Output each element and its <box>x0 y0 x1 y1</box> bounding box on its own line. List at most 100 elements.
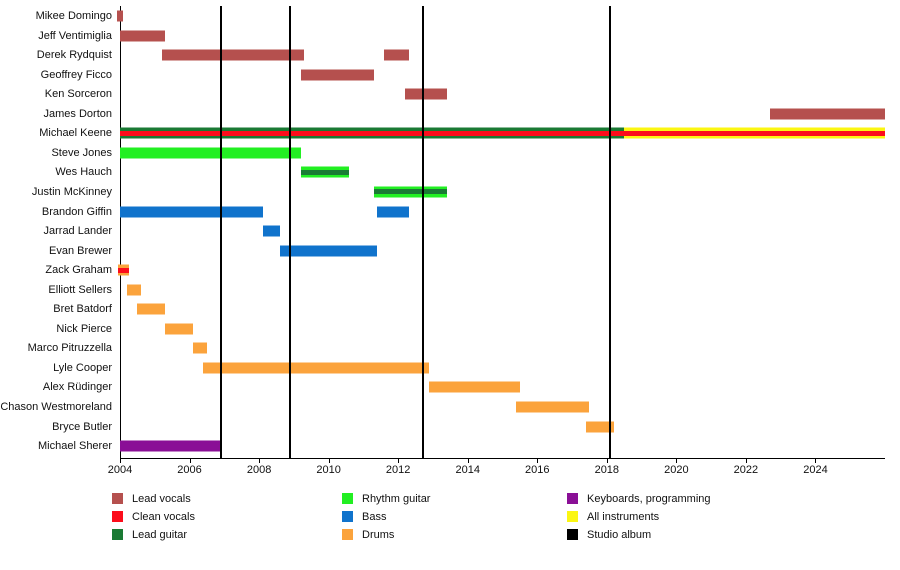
legend-label: Rhythm guitar <box>362 492 431 505</box>
plot-area <box>116 6 885 458</box>
timeline-bar <box>203 362 430 374</box>
y-axis-label-member: Alex Rüdinger <box>42 381 112 394</box>
legend-column: Keyboards, programming All instruments Stu… <box>567 490 711 544</box>
x-axis-tick <box>745 458 747 463</box>
legend-item[interactable]: Lead vocals <box>112 490 195 507</box>
y-axis-member-labels: Mikee Domingo Jeff Ventimiglia Derek Rydqu… <box>0 0 116 460</box>
y-axis-label-member: Marco Pitruzzella <box>27 342 112 355</box>
timeline-bar-overlay <box>373 189 447 195</box>
legend-label: Clean vocals <box>132 510 195 523</box>
x-axis-line <box>120 458 885 459</box>
y-axis-label-member: Michael Sherer <box>38 440 112 453</box>
timeline-bar <box>377 206 409 217</box>
timeline-bar-overlay <box>624 130 885 136</box>
y-axis-label-member: Elliott Sellers <box>48 283 112 296</box>
y-axis-label-member: Zack Graham <box>45 264 112 277</box>
x-axis-tick-label: 2004 <box>107 464 133 476</box>
studio-album-marker-line <box>219 6 222 458</box>
timeline-bar <box>770 108 885 120</box>
legend-label: Lead guitar <box>132 528 188 541</box>
timeline-bar <box>405 88 447 100</box>
timeline-bar-overlay <box>120 130 625 136</box>
timeline-bar <box>373 186 447 198</box>
legend-label: All instruments <box>587 510 660 523</box>
y-axis-label-member: Bret Batdorf <box>53 303 112 316</box>
legend-swatch-icon <box>342 493 353 504</box>
timeline-bar <box>120 127 625 139</box>
legend-label: Keyboards, programming <box>587 492 711 505</box>
y-axis-label-member: Chason Westmoreland <box>0 401 112 413</box>
x-axis-tick-label: 2016 <box>525 464 550 476</box>
timeline-bar <box>384 49 409 61</box>
timeline-bar <box>116 10 124 22</box>
timeline-bar <box>120 206 263 217</box>
timeline-bar <box>120 147 301 159</box>
timeline-bar <box>262 225 280 237</box>
x-axis-tick <box>537 458 539 463</box>
timeline-bar <box>279 245 378 257</box>
y-axis-label-member: Justin McKinney <box>31 185 112 198</box>
timeline-bar <box>300 69 374 81</box>
x-axis-tick <box>189 458 191 463</box>
legend-swatch-icon <box>342 529 353 540</box>
x-axis-tick-label: 2022 <box>733 464 759 476</box>
x-axis-tick <box>120 458 121 463</box>
studio-album-marker-line <box>289 6 292 458</box>
legend-label: Bass <box>362 510 387 523</box>
x-axis-tick <box>467 458 469 463</box>
chart-legend: Lead vocals Clean vocals Lead guitar Rhythm… <box>112 490 892 546</box>
legend-item[interactable]: Lead guitar <box>112 526 195 543</box>
legend-swatch-icon <box>112 493 123 504</box>
legend-label: Lead vocals <box>132 492 191 505</box>
x-axis-tick-label: 2014 <box>455 464 480 476</box>
legend-swatch-icon <box>112 529 123 540</box>
y-axis-label-member: Steve Jones <box>51 146 112 159</box>
x-axis-tick-label: 2012 <box>385 464 411 476</box>
legend-swatch-icon <box>112 511 123 522</box>
y-axis-label-member: Derek Rydquist <box>36 49 112 62</box>
legend-item[interactable]: Rhythm guitar <box>342 490 430 507</box>
y-axis-line <box>120 6 121 458</box>
x-axis-tick-label: 2010 <box>316 464 341 476</box>
legend-item[interactable]: Studio album <box>567 526 711 543</box>
y-axis-label-member: Bryce Butler <box>52 420 112 433</box>
x-axis-tick <box>259 458 261 463</box>
studio-album-marker-line <box>609 6 612 458</box>
y-axis-label-member: Mikee Domingo <box>35 10 112 22</box>
y-axis-label-member: Nick Pierce <box>56 322 112 335</box>
y-axis-label-member: James Dorton <box>43 107 112 120</box>
y-axis-label-member: Michael Keene <box>39 127 112 140</box>
legend-item[interactable]: Clean vocals <box>112 508 195 525</box>
legend-column: Rhythm guitar Bass Drums <box>342 490 430 544</box>
legend-item[interactable]: Drums <box>342 526 430 543</box>
timeline-bar-overlay <box>118 267 129 273</box>
x-axis-tick-label: 2018 <box>594 464 620 476</box>
x-axis-tick-label: 2020 <box>664 464 689 476</box>
timeline-bar <box>300 166 350 178</box>
legend-label: Drums <box>362 528 395 541</box>
legend-item[interactable]: Bass <box>342 508 430 525</box>
y-axis-label-member: Lyle Cooper <box>53 361 112 374</box>
x-axis-tick-label: 2006 <box>177 464 202 476</box>
legend-item[interactable]: Keyboards, programming <box>567 490 711 507</box>
timeline-bar-overlay <box>300 169 350 175</box>
timeline-bar <box>585 421 614 433</box>
timeline-bar <box>126 284 141 296</box>
legend-column: Lead vocals Clean vocals Lead guitar <box>112 490 195 544</box>
timeline-bar <box>165 323 194 335</box>
timeline-bar <box>624 127 885 139</box>
timeline-bar <box>137 303 166 315</box>
legend-item[interactable]: All instruments <box>567 508 711 525</box>
legend-swatch-icon <box>567 493 578 504</box>
timeline-bar <box>516 401 590 413</box>
legend-label: Studio album <box>587 528 652 541</box>
x-axis-tick-label: 2024 <box>803 464 828 476</box>
timeline-bar <box>161 49 305 61</box>
legend-swatch-icon <box>567 511 578 522</box>
y-axis-label-member: Geoffrey Ficco <box>40 68 112 81</box>
timeline-bar <box>193 342 207 354</box>
x-axis-tick <box>815 458 817 463</box>
x-axis-tick <box>328 458 330 463</box>
x-axis-tick <box>676 458 678 463</box>
x-axis-tick-label: 2008 <box>246 464 272 476</box>
